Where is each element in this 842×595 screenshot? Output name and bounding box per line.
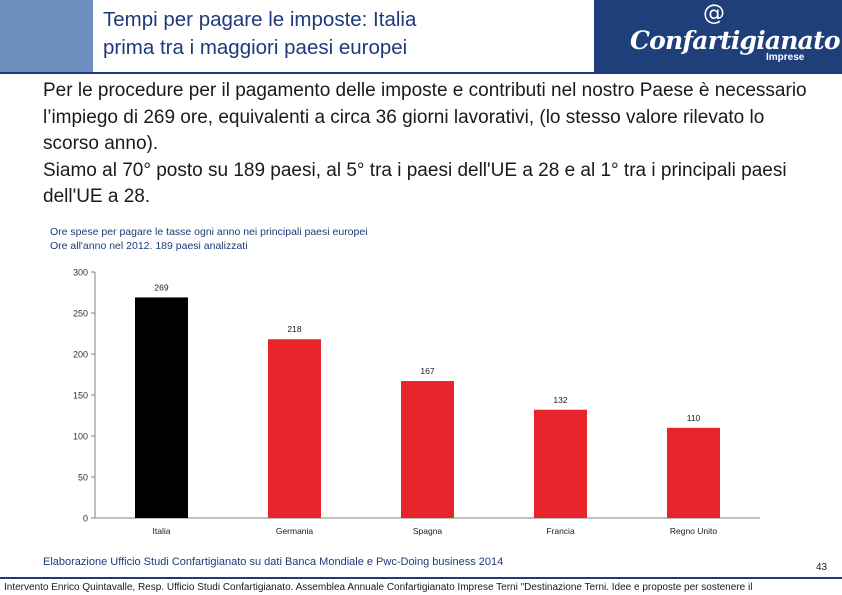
x-tick-label: Francia	[546, 526, 575, 536]
bar	[268, 339, 321, 518]
logo: @ Confartigianato Imprese	[594, 0, 842, 72]
data-label: 132	[553, 395, 567, 405]
page-title-line2: prima tra i maggiori paesi europei	[103, 36, 408, 59]
data-label: 269	[154, 282, 168, 292]
chart-caption: Ore spese per pagare le tasse ogni anno …	[50, 226, 368, 253]
y-tick-label: 0	[83, 514, 88, 524]
x-tick-label: Spagna	[413, 526, 443, 536]
page-number: 43	[816, 562, 828, 573]
logo-name: Confartigianato	[630, 26, 841, 55]
y-tick-label: 150	[73, 391, 88, 401]
header-divider	[0, 72, 842, 74]
footer-divider	[0, 577, 842, 579]
y-tick-label: 100	[73, 432, 88, 442]
chart-caption-line2: Ore all'anno nel 2012. 189 paesi analizz…	[50, 239, 248, 252]
logo-subtitle: Imprese	[766, 52, 805, 63]
y-tick-label: 300	[73, 268, 88, 278]
y-tick-label: 50	[78, 473, 88, 483]
header-side-band	[0, 0, 93, 72]
y-tick-label: 200	[73, 350, 88, 360]
body-text: Per le procedure per il pagamento delle …	[43, 78, 823, 211]
source-note: Elaborazione Ufficio Studi Confartigiana…	[43, 556, 504, 568]
x-tick-label: Italia	[153, 526, 171, 536]
y-tick-label: 250	[73, 309, 88, 319]
data-label: 218	[287, 324, 301, 334]
title-box: Tempi per pagare le imposte: Italia prim…	[93, 0, 593, 72]
paragraph-2: Siamo al 70° posto su 189 paesi, al 5° t…	[43, 159, 787, 208]
page-title-line1: Tempi per pagare le imposte: Italia	[103, 8, 417, 31]
bar	[534, 409, 587, 518]
paragraph-1: Per le procedure per il pagamento delle …	[43, 80, 807, 154]
x-tick-label: Regno Unito	[670, 526, 718, 536]
x-tick-label: Germania	[276, 526, 314, 536]
chart-caption-line1: Ore spese per pagare le tasse ogni anno …	[50, 226, 368, 238]
footer-credit: Intervento Enrico Quintavalle, Resp. Uff…	[4, 582, 753, 593]
data-label: 167	[420, 366, 434, 376]
data-label: 110	[687, 413, 701, 423]
bar	[135, 297, 188, 518]
bar	[401, 381, 454, 518]
at-sign-icon: @	[703, 1, 725, 26]
bar	[667, 427, 720, 518]
